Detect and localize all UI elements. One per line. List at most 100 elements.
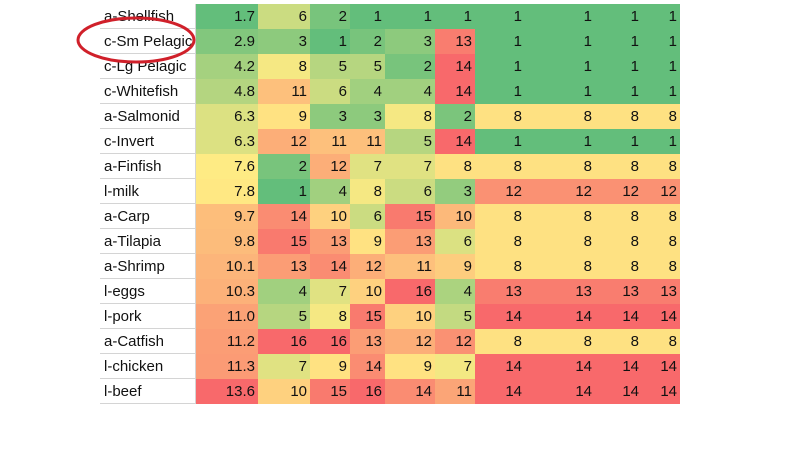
value-cell: 14: [642, 354, 680, 379]
value-cell: 8: [595, 254, 642, 279]
value-cell: 14: [595, 379, 642, 404]
value-cell: 12: [258, 129, 310, 154]
value-cell: 1: [595, 79, 642, 104]
row-label: l-chicken: [100, 354, 196, 379]
value-cell: 3: [435, 179, 475, 204]
value-cell: 8: [642, 104, 680, 129]
value-cell: 8: [475, 229, 525, 254]
value-cell: 16: [258, 329, 310, 354]
value-cell: 3: [385, 29, 435, 54]
value-cell: 8: [642, 329, 680, 354]
value-cell: 13: [642, 279, 680, 304]
value-cell: 8: [435, 154, 475, 179]
row-label: c-Whitefish: [100, 79, 196, 104]
value-cell: 8: [642, 229, 680, 254]
value-cell: 1: [310, 29, 350, 54]
value-cell: 5: [310, 54, 350, 79]
value-cell: 9: [350, 229, 385, 254]
value-cell: 6: [385, 179, 435, 204]
value-cell: 11: [258, 79, 310, 104]
value-cell: 1: [525, 79, 595, 104]
value-cell: 11.2: [196, 329, 258, 354]
value-cell: 13: [525, 279, 595, 304]
value-cell: 2: [350, 29, 385, 54]
value-cell: 12: [595, 179, 642, 204]
value-cell: 13.6: [196, 379, 258, 404]
row-label: l-beef: [100, 379, 196, 404]
value-cell: 1: [475, 54, 525, 79]
value-cell: 13: [310, 229, 350, 254]
value-cell: 14: [475, 354, 525, 379]
value-cell: 1: [525, 129, 595, 154]
value-cell: 10: [310, 204, 350, 229]
row-label: l-pork: [100, 304, 196, 329]
value-cell: 2.9: [196, 29, 258, 54]
value-cell: 1.7: [196, 4, 258, 29]
value-cell: 8: [595, 204, 642, 229]
value-cell: 14: [435, 54, 475, 79]
value-cell: 5: [258, 304, 310, 329]
value-cell: 12: [525, 179, 595, 204]
value-cell: 10: [258, 379, 310, 404]
value-cell: 14: [475, 304, 525, 329]
value-cell: 14: [595, 304, 642, 329]
value-cell: 4: [385, 79, 435, 104]
value-cell: 8: [525, 154, 595, 179]
value-cell: 5: [435, 304, 475, 329]
value-cell: 10: [435, 204, 475, 229]
value-cell: 1: [642, 4, 680, 29]
value-cell: 4: [258, 279, 310, 304]
value-cell: 1: [642, 54, 680, 79]
value-cell: 6.3: [196, 129, 258, 154]
row-label: a-Tilapia: [100, 229, 196, 254]
value-cell: 8: [595, 329, 642, 354]
value-cell: 15: [350, 304, 385, 329]
value-cell: 7: [435, 354, 475, 379]
row-label: a-Carp: [100, 204, 196, 229]
value-cell: 3: [310, 104, 350, 129]
value-cell: 7.6: [196, 154, 258, 179]
value-cell: 1: [642, 29, 680, 54]
value-cell: 6.3: [196, 104, 258, 129]
value-cell: 1: [595, 4, 642, 29]
value-cell: 1: [475, 4, 525, 29]
highlight-circle: [76, 16, 196, 64]
value-cell: 8: [475, 104, 525, 129]
value-cell: 13: [435, 29, 475, 54]
value-cell: 14: [310, 254, 350, 279]
value-cell: 15: [385, 204, 435, 229]
value-cell: 16: [350, 379, 385, 404]
value-cell: 8: [595, 104, 642, 129]
value-cell: 15: [258, 229, 310, 254]
value-cell: 9: [435, 254, 475, 279]
value-cell: 8: [595, 154, 642, 179]
value-cell: 1: [525, 4, 595, 29]
value-cell: 1: [350, 4, 385, 29]
value-cell: 12: [435, 329, 475, 354]
value-cell: 7: [258, 354, 310, 379]
value-cell: 8: [475, 254, 525, 279]
value-cell: 16: [310, 329, 350, 354]
value-cell: 8: [642, 204, 680, 229]
value-cell: 14: [385, 379, 435, 404]
value-cell: 4.8: [196, 79, 258, 104]
value-cell: 13: [595, 279, 642, 304]
value-cell: 8: [310, 304, 350, 329]
row-label: c-Invert: [100, 129, 196, 154]
value-cell: 14: [525, 379, 595, 404]
value-cell: 2: [310, 4, 350, 29]
value-cell: 10.3: [196, 279, 258, 304]
value-cell: 12: [475, 179, 525, 204]
value-cell: 15: [310, 379, 350, 404]
value-cell: 11: [435, 379, 475, 404]
value-cell: 11: [385, 254, 435, 279]
value-cell: 7: [310, 279, 350, 304]
value-cell: 9: [385, 354, 435, 379]
value-cell: 8: [642, 254, 680, 279]
value-cell: 14: [258, 204, 310, 229]
value-cell: 14: [435, 79, 475, 104]
value-cell: 1: [385, 4, 435, 29]
value-cell: 9: [310, 354, 350, 379]
value-cell: 8: [525, 104, 595, 129]
